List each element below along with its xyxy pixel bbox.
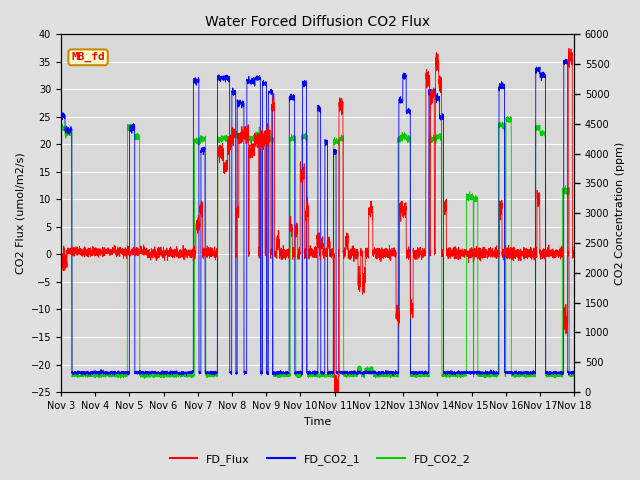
Title: Water Forced Diffusion CO2 Flux: Water Forced Diffusion CO2 Flux xyxy=(205,15,430,29)
Y-axis label: CO2 Flux (umol/m2/s): CO2 Flux (umol/m2/s) xyxy=(15,152,25,274)
Text: MB_fd: MB_fd xyxy=(71,52,105,62)
Y-axis label: CO2 Concentration (ppm): CO2 Concentration (ppm) xyxy=(615,142,625,285)
Legend: FD_Flux, FD_CO2_1, FD_CO2_2: FD_Flux, FD_CO2_1, FD_CO2_2 xyxy=(165,450,475,469)
X-axis label: Time: Time xyxy=(304,417,332,427)
